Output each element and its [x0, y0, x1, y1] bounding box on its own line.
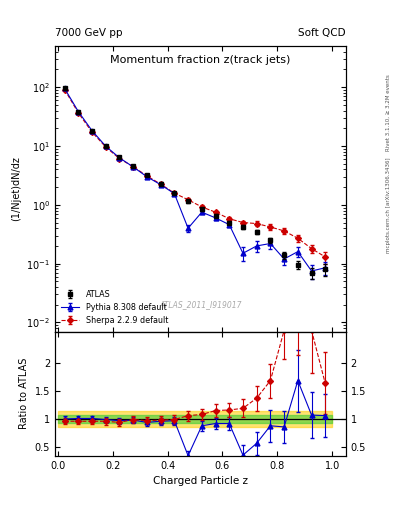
- Legend: ATLAS, Pythia 8.308 default, Sherpa 2.2.9 default: ATLAS, Pythia 8.308 default, Sherpa 2.2.…: [59, 288, 171, 328]
- Text: Momentum fraction z(track jets): Momentum fraction z(track jets): [110, 55, 290, 65]
- Text: Rivet 3.1.10, ≥ 3.2M events: Rivet 3.1.10, ≥ 3.2M events: [386, 74, 391, 151]
- Text: ATLAS_2011_I919017: ATLAS_2011_I919017: [159, 300, 242, 309]
- Text: 7000 GeV pp: 7000 GeV pp: [55, 28, 123, 38]
- Text: Soft QCD: Soft QCD: [298, 28, 346, 38]
- X-axis label: Charged Particle z: Charged Particle z: [153, 476, 248, 486]
- Text: mcplots.cern.ch [arXiv:1306.3436]: mcplots.cern.ch [arXiv:1306.3436]: [386, 157, 391, 252]
- Y-axis label: (1/Njet)dN/dz: (1/Njet)dN/dz: [11, 156, 21, 221]
- Y-axis label: Ratio to ATLAS: Ratio to ATLAS: [19, 358, 29, 429]
